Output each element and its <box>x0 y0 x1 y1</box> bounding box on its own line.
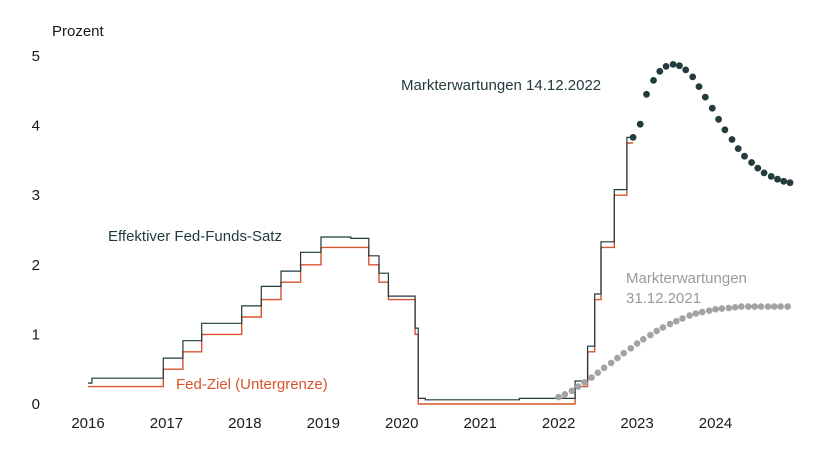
series-line-target <box>88 142 634 405</box>
point-expect-2022 <box>682 66 690 74</box>
point-expect-2022 <box>643 90 650 98</box>
point-expect-2022 <box>728 136 736 143</box>
point-expect-2022 <box>721 126 729 134</box>
point-expect-2021 <box>659 324 667 331</box>
point-expect-2022 <box>715 115 722 123</box>
point-expect-2022 <box>741 152 748 160</box>
point-expect-2021 <box>745 303 752 310</box>
point-expect-2021 <box>673 317 680 325</box>
annotation-expect-2021-line1: Markterwartungen <box>626 270 747 287</box>
x-tick-label: 2023 <box>620 415 653 432</box>
annotation-expect-2022: Markterwartungen 14.12.2022 <box>401 77 601 94</box>
point-expect-2021 <box>718 305 726 312</box>
point-expect-2021 <box>725 304 733 312</box>
point-expect-2021 <box>614 354 621 362</box>
point-expect-2021 <box>777 303 784 310</box>
x-tick-label: 2020 <box>385 415 418 432</box>
point-expect-2021 <box>600 364 608 372</box>
point-expect-2022 <box>701 93 709 101</box>
y-axis-unit-label: Prozent <box>52 23 105 40</box>
y-tick-label: 1 <box>32 326 40 343</box>
point-expect-2021 <box>771 303 778 310</box>
y-tick-label: 0 <box>32 396 40 413</box>
plot-area <box>88 61 794 405</box>
annotation-expect-2021-line2: 31.12.2021 <box>626 290 701 307</box>
y-tick-label: 3 <box>32 187 40 204</box>
x-tick-label: 2018 <box>228 415 261 432</box>
point-expect-2021 <box>751 303 758 310</box>
point-expect-2021 <box>679 315 686 322</box>
annotation-effective: Effektiver Fed-Funds-Satz <box>108 228 282 245</box>
point-expect-2022 <box>734 145 742 153</box>
y-tick-label: 2 <box>32 257 40 274</box>
point-expect-2022 <box>656 67 664 75</box>
point-expect-2022 <box>786 179 794 187</box>
point-expect-2022 <box>629 134 637 141</box>
x-axis: 2016 2017 2018 2019 2020 2021 2022 2023 2024 <box>71 415 732 432</box>
y-axis: 0 1 2 3 4 5 <box>32 48 40 413</box>
point-expect-2022 <box>774 175 781 183</box>
point-expect-2021 <box>698 308 706 316</box>
point-expect-2022 <box>669 61 677 68</box>
point-expect-2021 <box>620 349 627 357</box>
point-expect-2021 <box>647 331 654 339</box>
series-line-effective <box>88 136 634 401</box>
point-expect-2021 <box>731 304 739 311</box>
x-tick-label: 2021 <box>463 415 496 432</box>
y-tick-label: 4 <box>32 118 40 135</box>
point-expect-2021 <box>588 374 595 381</box>
point-expect-2021 <box>633 340 641 347</box>
point-expect-2021 <box>581 379 588 386</box>
point-expect-2022 <box>748 159 755 166</box>
point-expect-2021 <box>705 307 713 315</box>
point-expect-2021 <box>561 391 569 398</box>
point-expect-2021 <box>594 369 602 377</box>
point-expect-2021 <box>686 312 693 319</box>
x-tick-label: 2016 <box>71 415 104 432</box>
x-tick-label: 2019 <box>307 415 340 432</box>
point-expect-2021 <box>692 310 700 317</box>
point-expect-2022 <box>689 73 697 81</box>
point-expect-2021 <box>627 345 635 352</box>
point-expect-2022 <box>767 173 775 180</box>
y-tick-label: 5 <box>32 48 40 65</box>
point-expect-2021 <box>757 303 765 310</box>
point-expect-2022 <box>760 169 768 177</box>
point-expect-2022 <box>695 83 703 90</box>
point-expect-2022 <box>676 62 683 70</box>
point-expect-2021 <box>653 327 660 335</box>
point-expect-2021 <box>607 359 615 367</box>
point-expect-2021 <box>640 336 647 343</box>
point-expect-2022 <box>708 104 716 112</box>
point-expect-2021 <box>738 303 745 310</box>
point-expect-2021 <box>555 393 562 401</box>
x-tick-label: 2022 <box>542 415 575 432</box>
point-expect-2021 <box>764 303 772 310</box>
point-expect-2022 <box>754 164 762 172</box>
x-tick-label: 2017 <box>150 415 183 432</box>
annotation-target: Fed-Ziel (Untergrenze) <box>176 376 328 393</box>
point-expect-2021 <box>568 387 576 395</box>
x-tick-label: 2024 <box>699 415 732 432</box>
point-expect-2021 <box>574 383 582 390</box>
point-expect-2021 <box>784 303 791 310</box>
point-expect-2021 <box>712 306 719 313</box>
point-expect-2022 <box>636 120 644 128</box>
point-expect-2022 <box>662 63 670 70</box>
point-expect-2022 <box>780 177 788 185</box>
point-expect-2021 <box>666 320 674 328</box>
point-expect-2022 <box>650 77 657 84</box>
